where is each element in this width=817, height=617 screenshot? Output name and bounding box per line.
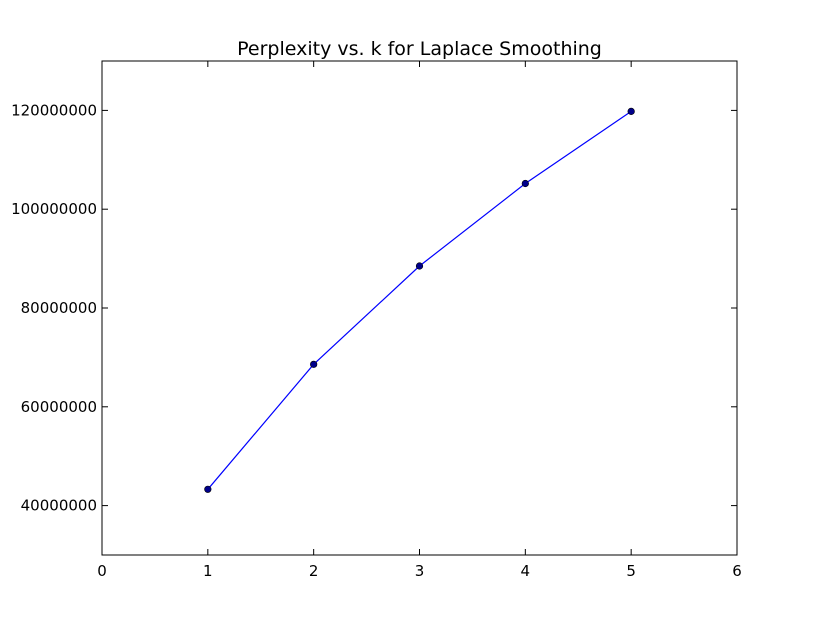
y-tick-label: 60000000: [21, 398, 97, 416]
x-tick-label: 6: [732, 562, 742, 580]
x-tick-label: 5: [626, 562, 636, 580]
data-point-0-4: [627, 107, 635, 115]
plot-area: [204, 107, 635, 493]
y-tick-label: 100000000: [11, 200, 97, 218]
chart-title: Perplexity vs. k for Laplace Smoothing: [237, 38, 602, 60]
y-tick-label: 120000000: [11, 101, 97, 119]
x-tick-label: 0: [97, 562, 107, 580]
data-point-0-1: [310, 360, 318, 368]
data-point-0-2: [415, 262, 424, 270]
y-tick-label: 80000000: [21, 299, 97, 317]
x-tick-label: 3: [415, 562, 425, 580]
x-tick-label: 2: [309, 562, 319, 580]
x-tick-label: 1: [203, 562, 213, 580]
x-tick-label: 4: [521, 562, 531, 580]
data-point-0-0: [204, 485, 212, 493]
x-axis: 0 1 2 3 4 5 6: [97, 61, 742, 580]
data-point-0-3: [521, 179, 529, 188]
y-tick-label: 40000000: [21, 497, 97, 515]
y-axis: 40000000 60000000 80000000 100000000 1200000…: [11, 101, 737, 515]
